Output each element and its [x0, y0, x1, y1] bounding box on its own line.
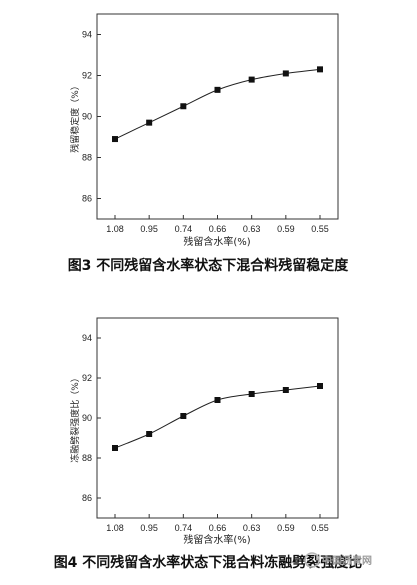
y-tick-label: 88: [82, 153, 92, 163]
series-line: [114, 385, 321, 449]
x-tick-label: 0.55: [311, 523, 329, 533]
y-tick-label: 94: [82, 333, 92, 343]
y-tick-label: 86: [82, 194, 92, 204]
y-tick-label: 92: [82, 373, 92, 383]
x-axis-label: 残留含水率(%): [183, 533, 250, 546]
plot-frame: [96, 317, 339, 519]
x-tick-label: 0.66: [209, 523, 227, 533]
data-point-marker: [112, 136, 118, 143]
x-tick-label: 0.66: [209, 224, 227, 234]
y-tick-label: 92: [82, 71, 92, 81]
y-tick-label: 88: [82, 453, 92, 463]
data-point-marker: [317, 383, 323, 389]
data-point-marker: [112, 445, 118, 451]
data-point-marker: [146, 119, 153, 126]
y-axis-label: 冻融劈裂强度比（%）: [69, 373, 81, 463]
data-point-marker: [248, 391, 255, 397]
watermark-logo: 中国沥青网: [304, 552, 372, 568]
data-point-marker: [214, 397, 221, 403]
data-point-marker: [180, 413, 187, 419]
figure-caption: 图3 不同残留含水率状态下混合料残留稳定度: [68, 257, 350, 274]
watermark-globe-icon: [304, 552, 320, 568]
series-line: [114, 68, 321, 140]
y-axis-ticks: 86 88 90 92 94: [82, 333, 101, 503]
x-tick-label: 0.63: [243, 224, 261, 234]
series-markers: [112, 66, 323, 143]
plot-frame: [96, 13, 339, 220]
x-axis-ticks: 1.08 0.95 0.74 0.66 0.63 0.59 0.55: [106, 514, 329, 533]
x-tick-label: 1.08: [106, 523, 124, 533]
data-point-marker: [282, 387, 289, 393]
data-point-marker: [282, 70, 289, 77]
series-markers: [112, 383, 323, 451]
y-tick-label: 90: [82, 112, 92, 122]
x-axis-ticks: 1.08 0.95 0.74 0.66 0.63 0.59 0.55: [106, 215, 329, 234]
x-tick-label: 0.55: [311, 224, 329, 234]
figure-caption: 图4 不同残留含水率状态下混合料冻融劈裂强度比: [54, 554, 363, 571]
y-tick-label: 86: [82, 493, 92, 503]
x-tick-label: 0.59: [277, 224, 295, 234]
data-point-marker: [317, 66, 323, 73]
x-tick-label: 0.95: [140, 523, 158, 533]
data-point-marker: [248, 76, 255, 83]
y-tick-label: 90: [82, 413, 92, 423]
x-tick-label: 0.74: [175, 224, 193, 234]
y-tick-label: 94: [82, 30, 92, 40]
x-tick-label: 0.95: [140, 224, 158, 234]
x-tick-label: 0.63: [243, 523, 261, 533]
data-point-marker: [180, 103, 187, 110]
watermark-text: 中国沥青网: [322, 554, 372, 567]
y-axis-ticks: 86 88 90 92 94: [82, 30, 101, 204]
y-axis-label: 残留稳定度（%）: [69, 81, 81, 153]
x-tick-label: 0.74: [175, 523, 193, 533]
x-tick-label: 0.59: [277, 523, 295, 533]
x-tick-label: 1.08: [106, 224, 124, 234]
data-point-marker: [214, 86, 221, 93]
data-point-marker: [146, 431, 153, 437]
x-axis-label: 残留含水率(%): [183, 235, 250, 248]
